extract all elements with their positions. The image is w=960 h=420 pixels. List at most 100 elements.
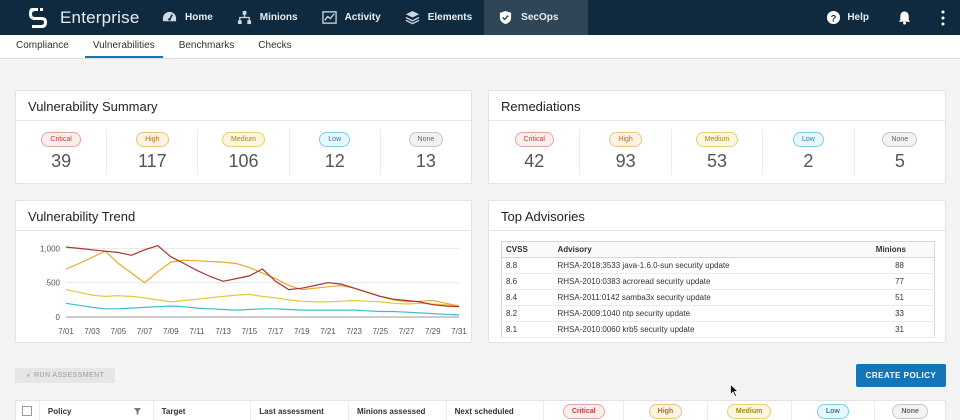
nav-item-minions[interactable]: Minions [225,0,310,35]
nav-item-home[interactable]: Home [150,0,225,35]
stat-value: 13 [415,151,436,171]
summary-stat-low[interactable]: Low 12 [290,129,381,175]
x-tick-label: 7/07 [137,327,153,336]
nav-item-elements[interactable]: Elements [393,0,484,35]
nav-item-secops[interactable]: SecOps [484,0,589,35]
vulnerability-summary-card: Vulnerability Summary Critical 39 High 1… [15,90,472,184]
remediation-stat-low[interactable]: Low 2 [763,129,855,175]
remediation-stat-medium[interactable]: Medium 53 [672,129,764,175]
table-row[interactable]: 8.8 RHSA-2018:3533 java-1.6.0-sun securi… [501,257,935,274]
policy-table-header: Policy Target Last assessment Minions as… [15,400,946,420]
advisory-cell[interactable]: RHSA-2009:1040 ntp security update [553,305,872,322]
table-header-row: CVSS Advisory Minions [501,241,935,258]
severity-badge: Medium [222,132,265,147]
severity-badge: Critical [514,132,554,147]
x-tick-label: 7/31 [451,327,467,336]
top-advisories-card: Top Advisories CVSS Advisory Minions 8.8… [488,200,946,343]
remediation-stat-high[interactable]: High 93 [580,129,672,175]
advisory-cell[interactable]: RHSA-2011:0142 samba3x security update [553,289,872,306]
select-all-checkbox[interactable] [22,406,33,416]
summary-stat-none[interactable]: None 13 [381,129,471,175]
dashboard-icon [162,11,177,22]
activity-chart-icon [321,11,337,24]
column-header-next-scheduled[interactable]: Next scheduled [447,400,545,420]
summary-stat-medium[interactable]: Medium 106 [198,129,290,175]
shield-icon [500,10,512,25]
advisory-cell[interactable]: RHSA-2018:3533 java-1.6.0-sun security u… [553,257,872,274]
x-tick-label: 7/21 [320,327,336,336]
nav-right: ? Help [826,0,960,35]
column-header-high[interactable]: High [624,400,708,420]
run-assessment-button[interactable]: ⚡ RUN ASSESSMENT [15,368,115,383]
column-header-minions[interactable]: Minions [871,241,935,258]
create-policy-button[interactable]: CREATE POLICY [856,364,946,387]
stat-value: 39 [51,151,72,171]
nav-item-label: Home [185,12,213,23]
stat-value: 93 [615,151,636,171]
help-button[interactable]: ? Help [826,10,869,25]
severity-badge: Critical [41,132,81,147]
bell-icon[interactable] [897,10,912,25]
tab-checks[interactable]: Checks [258,40,292,51]
advisory-cell[interactable]: RHSA-2010:0060 krb5 security update [553,321,872,338]
tab-benchmarks[interactable]: Benchmarks [178,40,235,51]
x-tick-label: 7/15 [242,327,258,336]
table-row[interactable]: 8.6 RHSA-2010:0383 acroread security upd… [501,273,935,290]
card-title: Vulnerability Trend [16,201,471,231]
network-icon [237,10,251,25]
summary-stat-critical[interactable]: Critical 39 [16,129,108,175]
column-header-minions-assessed[interactable]: Minions assessed [349,400,447,420]
mouse-cursor-icon [730,384,739,397]
vulnerability-trend-card: Vulnerability Trend 0 500 1,000 7/01 7/03 7/0… [15,200,472,343]
minions-cell: 33 [871,305,935,322]
advisory-cell[interactable]: RHSA-2010:0383 acroread security update [553,273,872,290]
severity-badge: Critical [562,403,605,419]
stat-value: 53 [707,151,728,171]
table-row[interactable]: 8.4 RHSA-2011:0142 samba3x security upda… [501,289,935,306]
minions-cell: 31 [871,321,935,338]
column-label: Policy [47,406,72,416]
remediation-stat-critical[interactable]: Critical 42 [489,129,581,175]
nav-item-label: Minions [259,12,298,23]
remediation-stat-none[interactable]: None 5 [855,129,945,175]
card-title: Vulnerability Summary [16,91,471,121]
severity-badge: Medium [695,132,739,147]
filter-icon[interactable] [133,407,141,415]
layers-icon [405,10,420,25]
stat-value: 117 [137,151,167,171]
column-header-medium[interactable]: Medium [708,400,792,420]
summary-stat-high[interactable]: High 117 [107,129,199,175]
x-tick-label: 7/17 [268,327,284,336]
column-header-policy[interactable]: Policy [40,400,154,420]
table-row[interactable]: 8.2 RHSA-2009:1040 ntp security update 3… [501,305,935,322]
series-line-medium [65,289,460,306]
table-row[interactable]: 8.1 RHSA-2010:0060 krb5 security update … [501,321,935,338]
severity-badge: Low [319,132,351,147]
stat-value: 5 [894,151,905,171]
column-header-none[interactable]: None [875,400,945,420]
column-header-advisory[interactable]: Advisory [553,241,872,258]
column-header-cvss[interactable]: CVSS [501,241,554,258]
x-tick-label: 7/09 [163,327,179,336]
x-tick-label: 7/25 [373,327,389,336]
nav-item-label: SecOps [521,12,559,23]
nav-item-label: Elements [427,12,473,23]
sub-tabs: Compliance Vulnerabilities Benchmarks Ch… [0,35,960,59]
column-header-critical[interactable]: Critical [544,400,625,420]
minions-cell: 88 [871,257,935,274]
help-label: Help [847,12,869,23]
tab-vulnerabilities[interactable]: Vulnerabilities [84,40,163,58]
tab-compliance[interactable]: Compliance [16,40,69,51]
more-menu-icon[interactable] [940,10,946,26]
advisories-table: CVSS Advisory Minions 8.8 RHSA-2018:3533… [501,241,935,338]
series-line-critical [65,245,460,308]
y-tick-label: 0 [56,313,61,322]
x-tick-label: 7/03 [84,327,100,336]
column-header-target[interactable]: Target [154,400,252,420]
column-header-last-assessment[interactable]: Last assessment [251,400,349,420]
severity-badge: High [136,132,169,147]
x-tick-label: 7/01 [58,327,74,336]
brand[interactable]: Enterprise [0,0,150,35]
column-header-low[interactable]: Low [792,400,876,420]
nav-item-activity[interactable]: Activity [310,0,393,35]
